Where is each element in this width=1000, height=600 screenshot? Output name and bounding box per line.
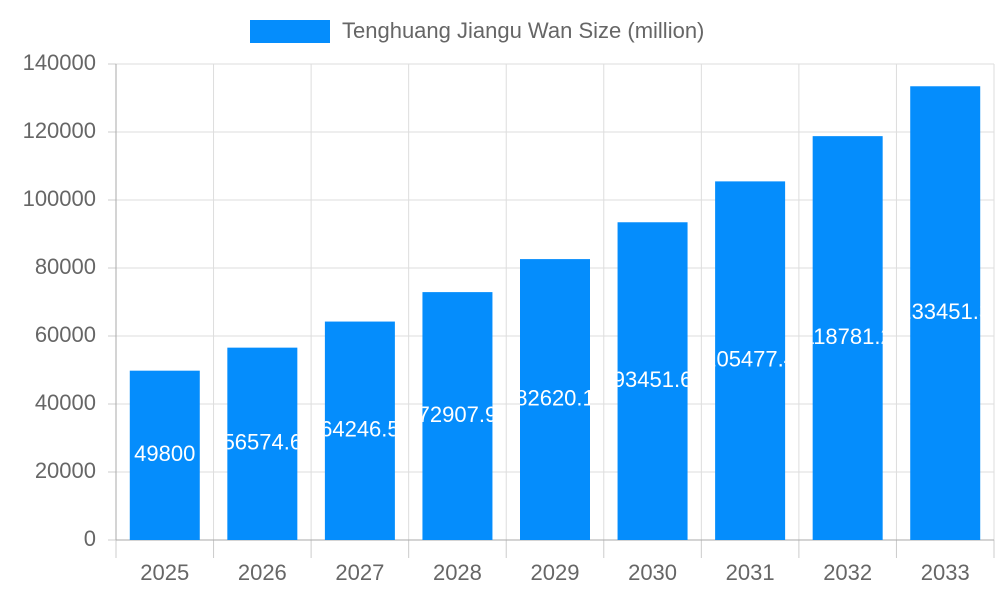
bar bbox=[812, 136, 883, 540]
data-label: 133451.3 bbox=[899, 299, 991, 324]
x-tick-label: 2033 bbox=[921, 560, 970, 585]
y-tick-label: 20000 bbox=[35, 458, 96, 483]
data-label: 56574.6 bbox=[223, 430, 303, 455]
bar bbox=[129, 370, 200, 540]
y-tick-label: 140000 bbox=[23, 50, 96, 75]
x-tick-label: 2025 bbox=[140, 560, 189, 585]
x-tick-label: 2030 bbox=[628, 560, 677, 585]
data-label: 118781.2 bbox=[803, 324, 893, 349]
y-tick-label: 60000 bbox=[35, 322, 96, 347]
data-label: 105477.4 bbox=[704, 347, 796, 372]
x-tick-label: 2029 bbox=[531, 560, 580, 585]
y-tick-label: 120000 bbox=[23, 118, 96, 143]
data-label: 72907.9 bbox=[418, 402, 498, 427]
data-label: 93451.6 bbox=[613, 367, 693, 392]
legend-swatch bbox=[250, 20, 330, 43]
bar bbox=[422, 292, 493, 540]
x-tick-label: 2032 bbox=[823, 560, 872, 585]
y-tick-label: 40000 bbox=[35, 390, 96, 415]
bar bbox=[910, 86, 981, 541]
bar bbox=[324, 321, 395, 540]
x-tick-label: 2027 bbox=[335, 560, 384, 585]
bar bbox=[227, 347, 298, 540]
y-tick-label: 80000 bbox=[35, 254, 96, 279]
data-label: 64246.5 bbox=[320, 417, 400, 442]
bar bbox=[715, 181, 786, 541]
bar bbox=[617, 222, 688, 540]
data-label: 82620.1 bbox=[515, 385, 595, 410]
bar bbox=[520, 259, 590, 540]
y-tick-label: 100000 bbox=[23, 186, 96, 211]
data-label: 49800 bbox=[134, 441, 195, 466]
x-tick-label: 2026 bbox=[238, 560, 287, 585]
legend-label: Tenghuang Jiangu Wan Size (million) bbox=[342, 18, 704, 43]
x-tick-label: 2028 bbox=[433, 560, 482, 585]
x-tick-label: 2031 bbox=[726, 560, 775, 585]
y-tick-label: 0 bbox=[84, 526, 96, 551]
